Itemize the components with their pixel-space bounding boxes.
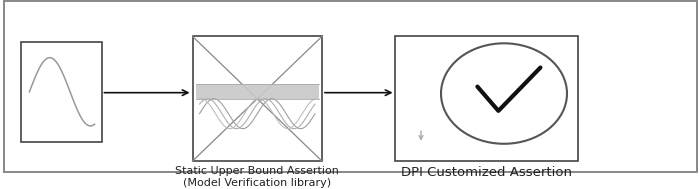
Text: Static Upper Bound Assertion
(Model Verification library): Static Upper Bound Assertion (Model Veri… bbox=[175, 166, 340, 188]
Bar bbox=[193, 36, 322, 161]
Ellipse shape bbox=[441, 43, 567, 144]
Bar bbox=[21, 42, 102, 142]
Bar bbox=[395, 36, 578, 161]
Text: DPI Customized Assertion: DPI Customized Assertion bbox=[401, 166, 572, 179]
Bar bbox=[196, 84, 318, 99]
